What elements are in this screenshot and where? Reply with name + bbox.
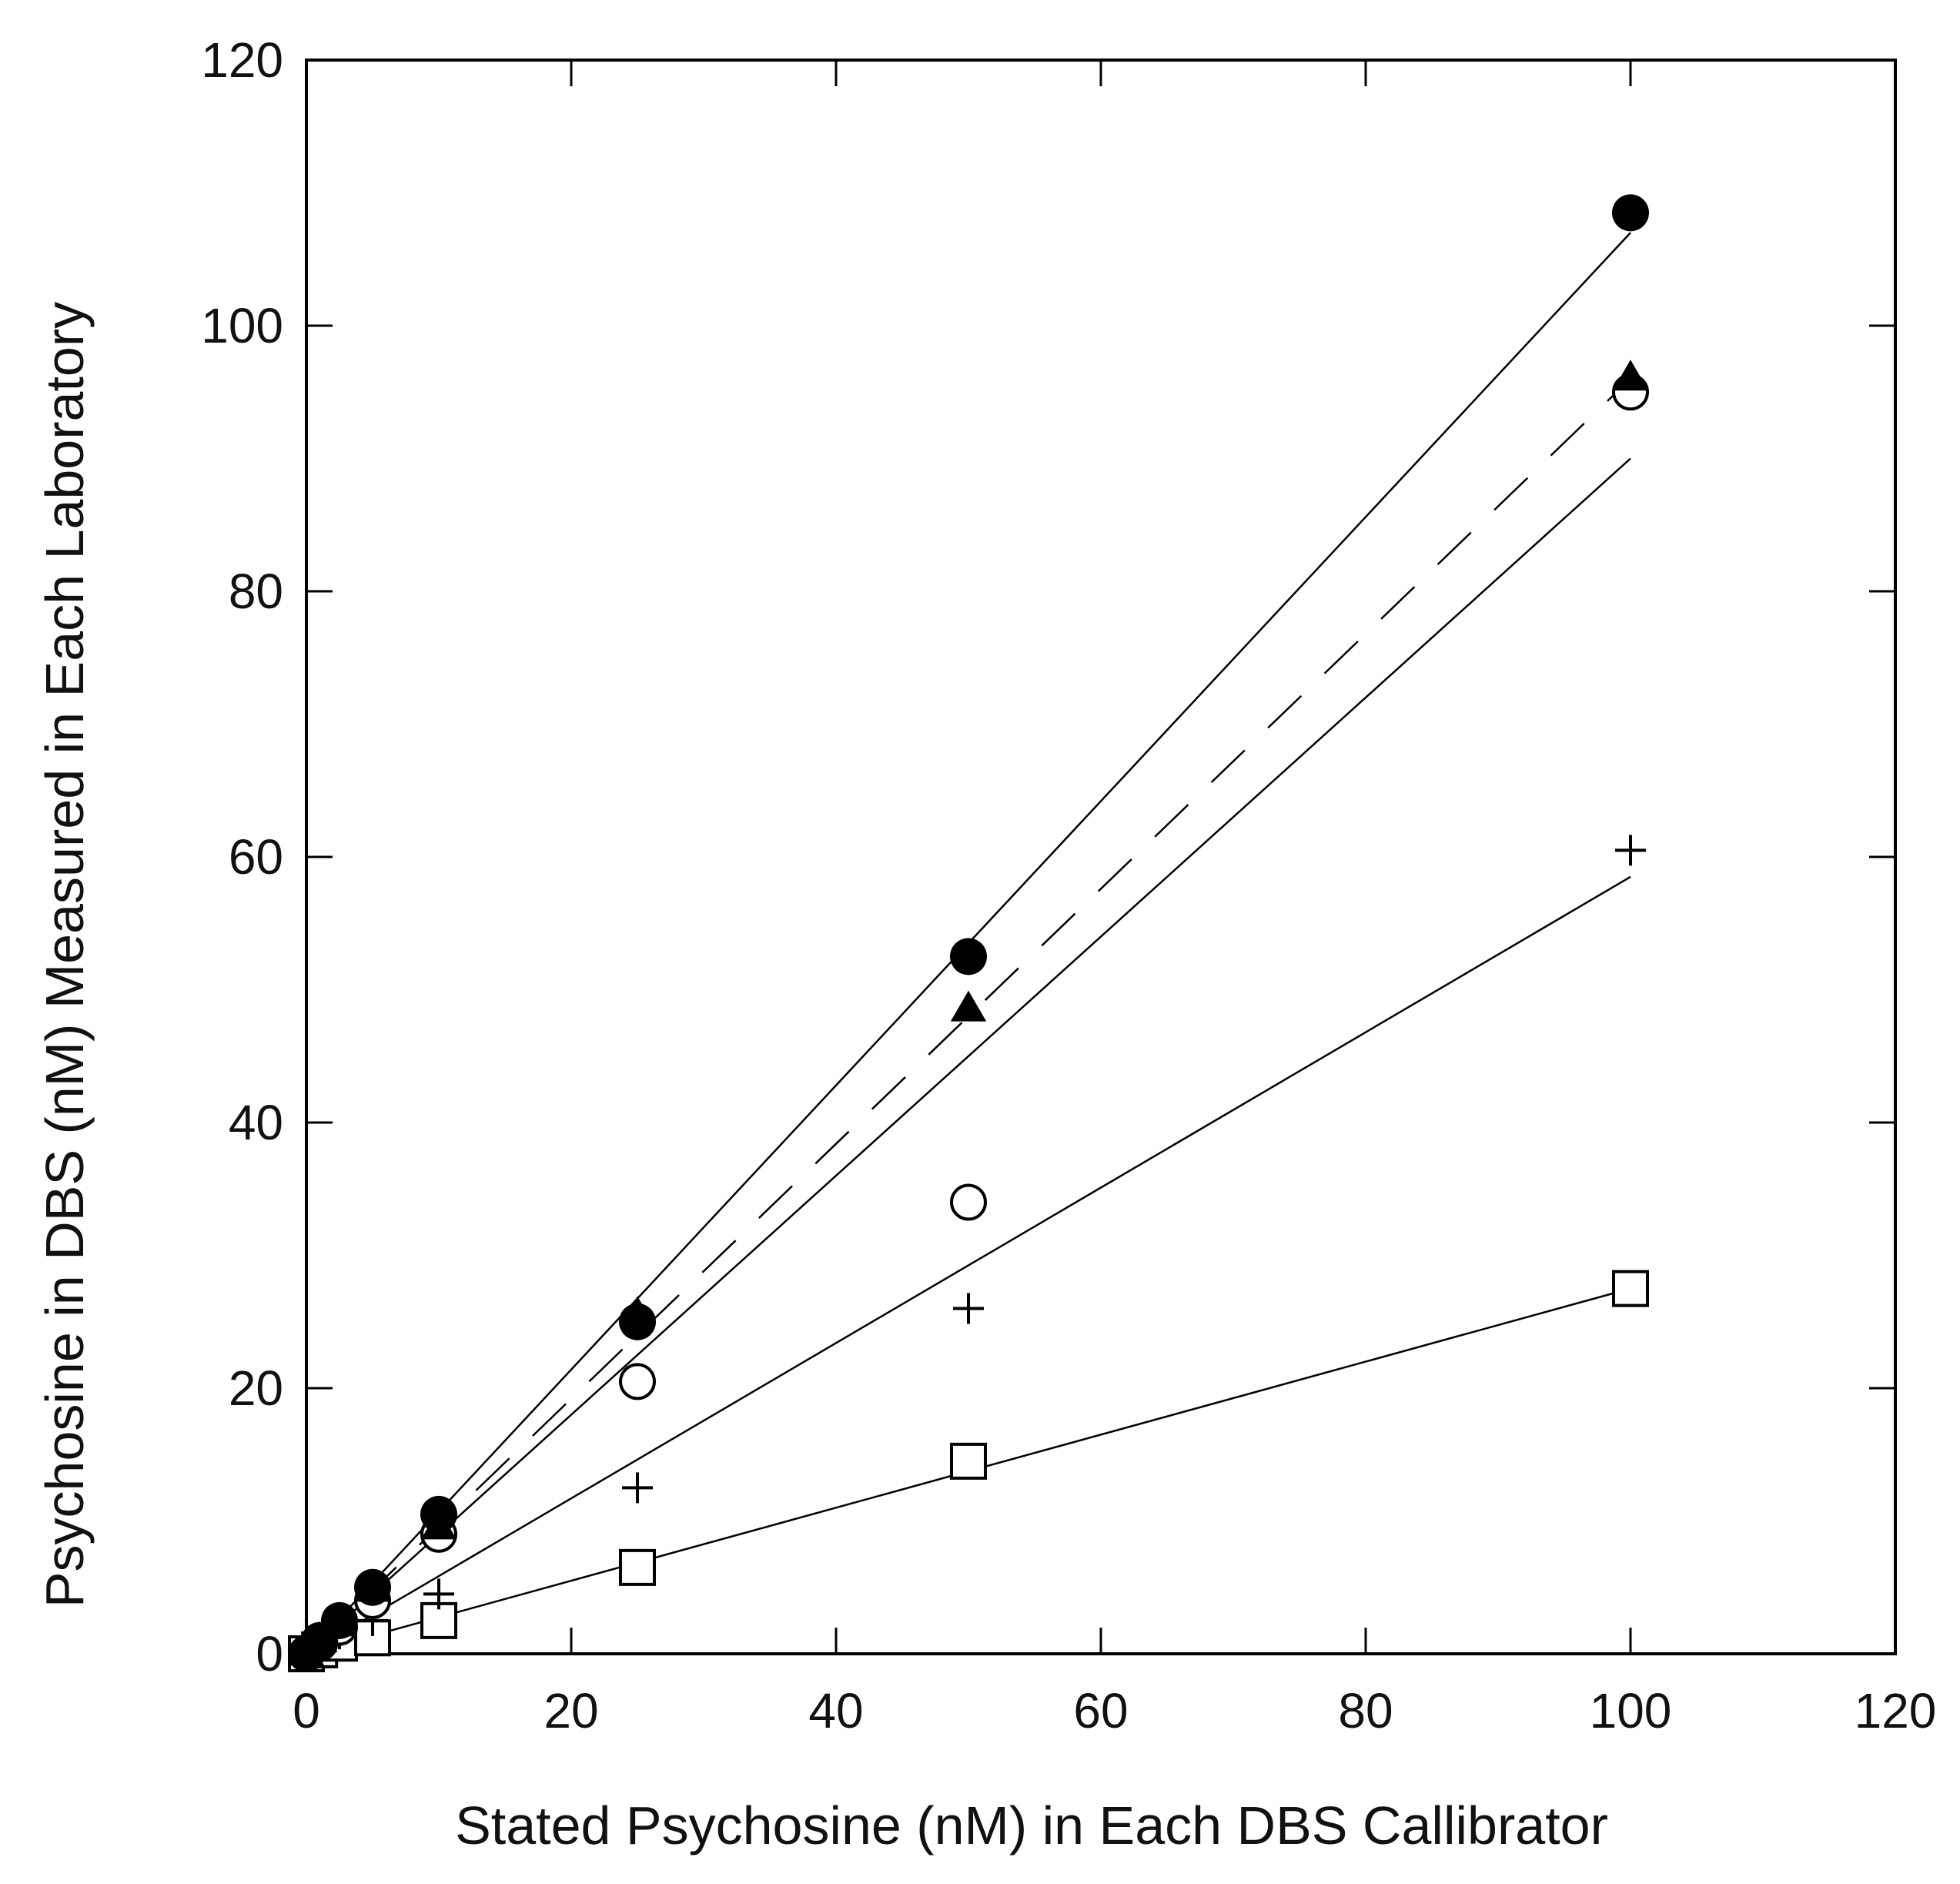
data-point-open-square [950,1442,987,1480]
x-tick-label: 60 [1073,1683,1128,1738]
x-tick-label: 40 [808,1683,863,1738]
data-point-filled-circle [950,938,987,975]
y-axis-title: Psychosine in DBS (nM) Measured in Each … [35,302,95,1608]
data-point-filled-triangle [1612,360,1649,391]
data-point-plus [953,1293,984,1324]
axis-ticks: 0 20 40 60 80 100 120 0 20 40 60 80 100 120 [201,32,1936,1738]
data-point-open-square [1612,1270,1649,1307]
data-point-filled-triangle [950,990,987,1022]
data-point-filled-circle [619,1303,656,1340]
data-point-open-square [619,1548,656,1586]
y-tick-label: 80 [229,564,283,619]
x-tick-label: 100 [1590,1683,1672,1738]
data-point-plus [1615,835,1646,866]
fit-line-open-circle [306,457,1631,1655]
y-tick-label: 120 [201,32,283,88]
plot-frame [305,59,1897,1655]
data-point-open-circle [619,1363,656,1400]
x-tick-label: 120 [1855,1683,1937,1738]
y-tick-label: 20 [229,1360,283,1416]
fit-line-plus [306,875,1631,1655]
data-point-filled-circle [321,1601,358,1639]
data-point-filled-circle [1612,194,1649,232]
y-tick-label: 0 [256,1626,283,1682]
data-point-filled-circle [354,1568,391,1606]
x-tick-label: 80 [1338,1683,1393,1738]
y-tick-label: 60 [229,829,283,885]
fit-line-filled-triangle [306,378,1631,1655]
data-point-plus [622,1472,653,1504]
y-tick-label: 40 [229,1095,283,1150]
data-point-plus [423,1578,454,1610]
x-tick-label: 20 [544,1683,598,1738]
data-point-filled-circle [420,1495,457,1533]
data-markers [288,194,1649,1672]
data-point-open-circle [950,1183,987,1221]
plot-frame-layer [305,59,1897,1655]
x-axis-title: Stated Psychosine (nM) in Each DBS Calli… [455,1795,1608,1856]
y-tick-label: 100 [201,298,283,353]
x-tick-label: 0 [293,1683,320,1738]
